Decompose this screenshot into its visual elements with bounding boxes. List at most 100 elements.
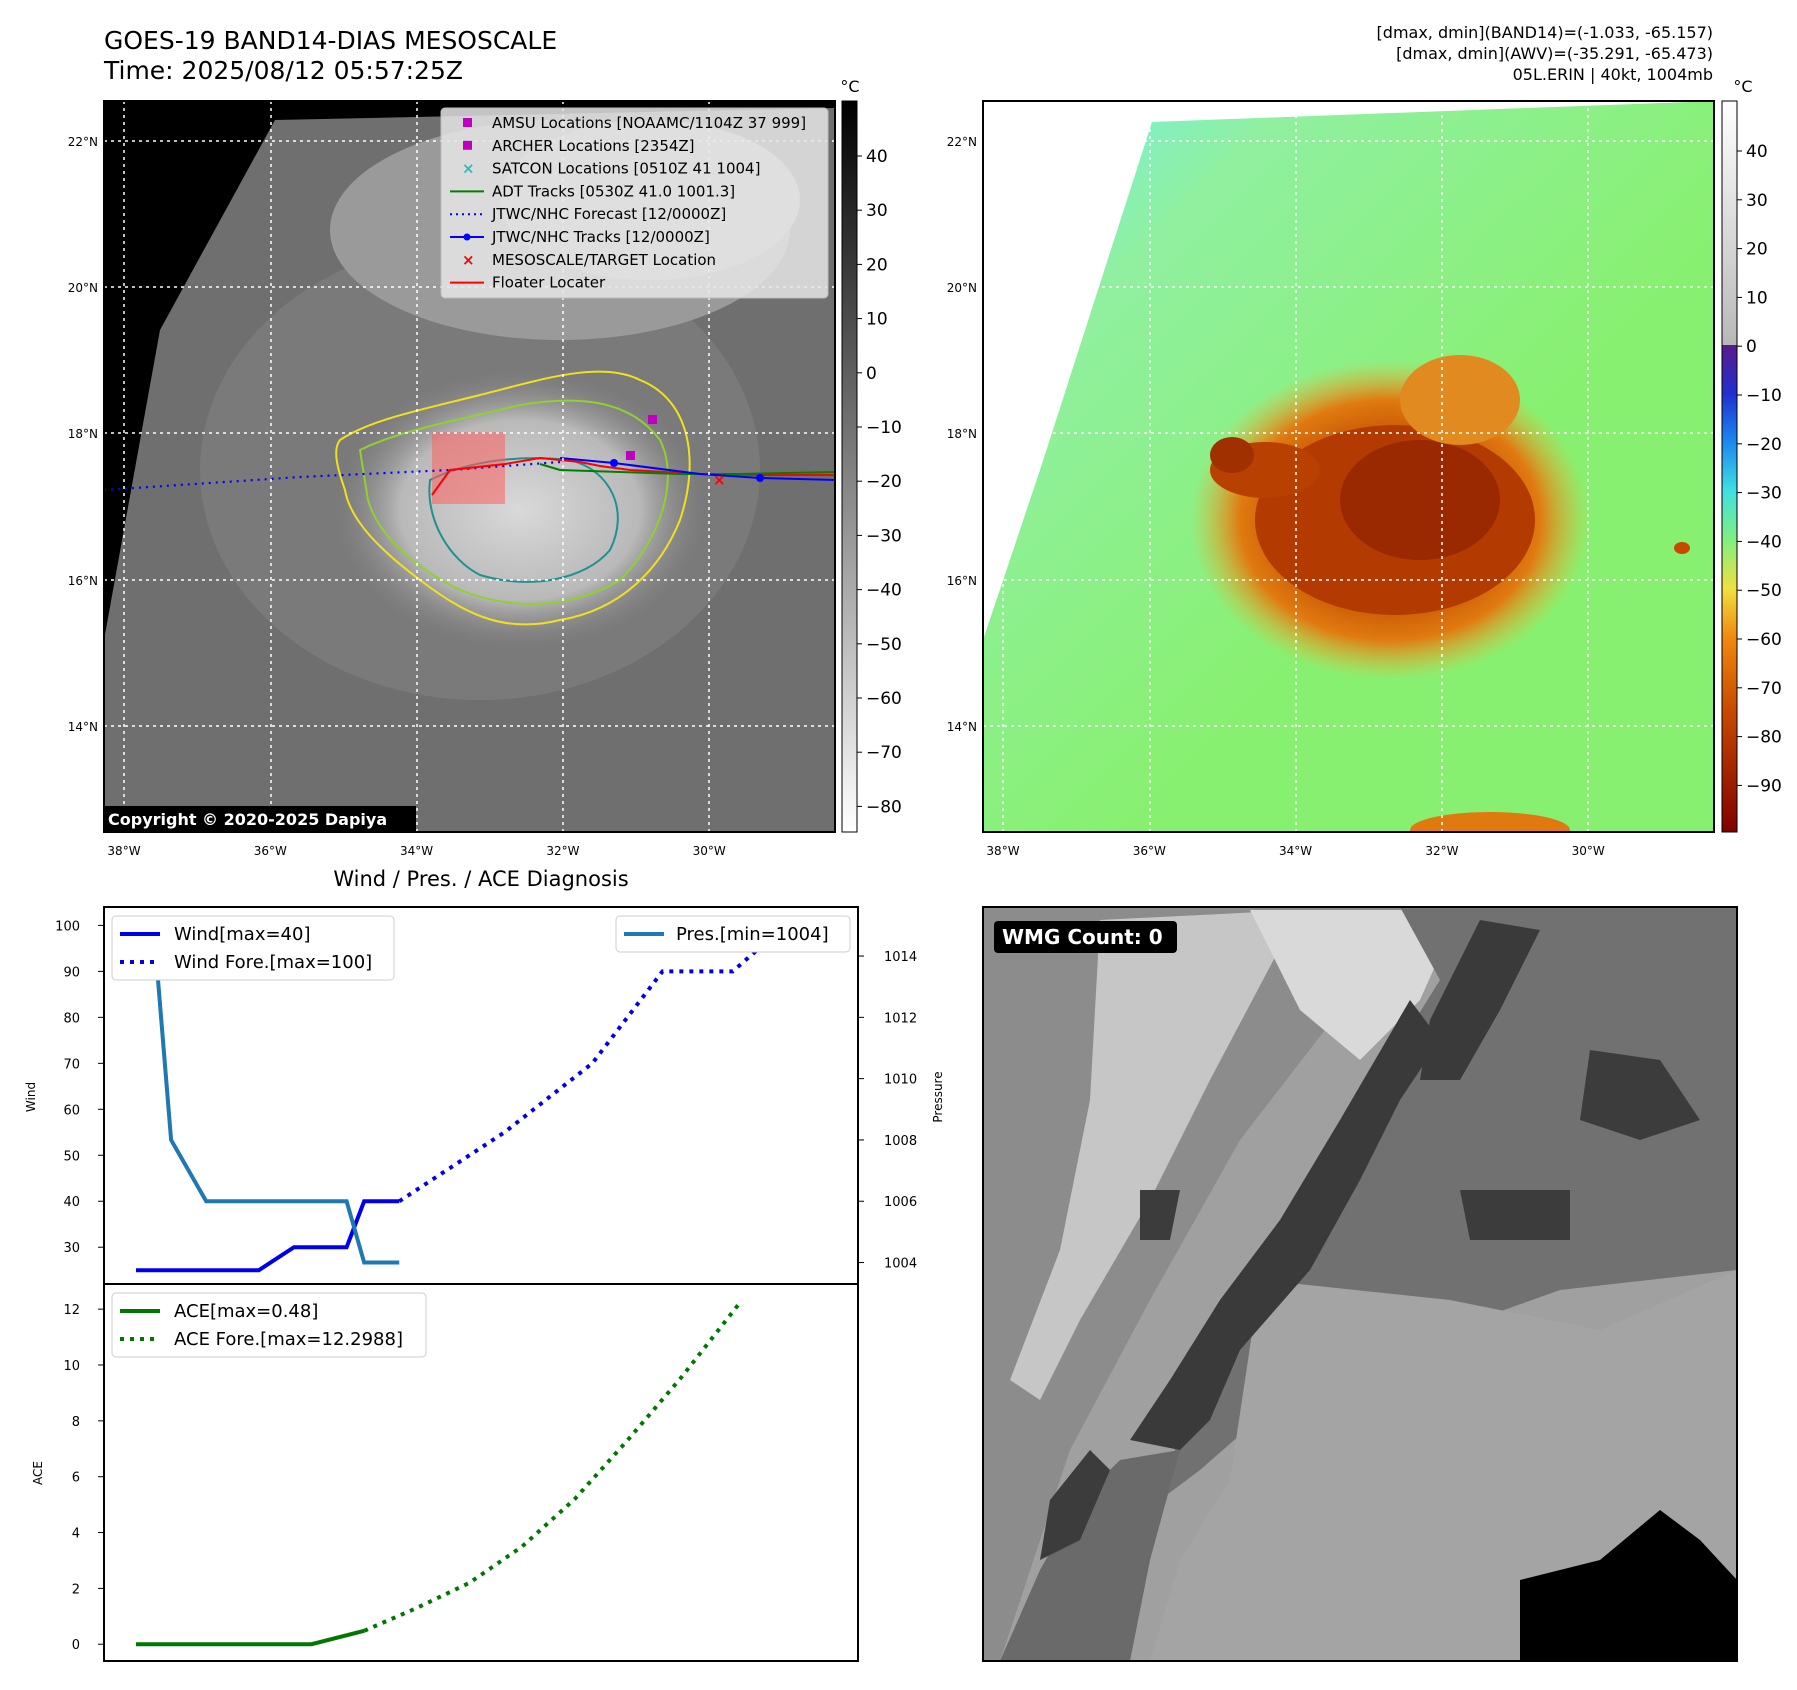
lon-tick-label: 32°W bbox=[546, 844, 579, 858]
colorbar-tick-label: 40 bbox=[1746, 142, 1768, 162]
series-line bbox=[136, 1199, 400, 1273]
colorbar-tick-label: −30 bbox=[866, 526, 902, 546]
colorbar-tick-label: −40 bbox=[866, 581, 902, 601]
pressure-ytick-label: 1006 bbox=[884, 1195, 917, 1210]
lat-tick-label: 14°N bbox=[68, 720, 98, 734]
ir-contour-yellow bbox=[335, 370, 691, 626]
series-line bbox=[136, 1628, 365, 1647]
legend-label: ACE[max=0.48] bbox=[174, 1301, 318, 1322]
title-product: GOES-19 BAND14-DIAS MESOSCALE bbox=[104, 26, 558, 55]
colorbar-tick-label: 20 bbox=[1746, 240, 1768, 260]
ace-ylabel: ACE bbox=[31, 1461, 45, 1485]
lat-tick-label: 16°N bbox=[68, 574, 98, 588]
legend-label: JTWC/NHC Forecast [12/0000Z] bbox=[491, 205, 726, 223]
colorbar-tick-label: −10 bbox=[1746, 386, 1782, 406]
legend-marker-x: × bbox=[462, 160, 475, 178]
jtwc-forecast-track bbox=[104, 460, 561, 492]
amsu-marker bbox=[648, 415, 657, 424]
colorbar-tick-label: 30 bbox=[866, 201, 888, 221]
pressure-ytick-label: 1014 bbox=[884, 950, 917, 965]
ace-ytick-label: 0 bbox=[72, 1638, 80, 1653]
adt-track bbox=[539, 463, 835, 475]
lat-tick-label: 20°N bbox=[947, 281, 977, 295]
wind-ytick-label: 60 bbox=[63, 1103, 80, 1118]
colorbar-tick-label: 0 bbox=[866, 364, 877, 384]
lon-tick-label: 38°W bbox=[986, 844, 1019, 858]
ace-ytick-label: 10 bbox=[63, 1359, 80, 1374]
wind-ytick-label: 50 bbox=[63, 1149, 80, 1164]
legend-marker-x: × bbox=[462, 251, 475, 269]
ace-ytick-label: 4 bbox=[72, 1527, 80, 1542]
wind-ytick-label: 90 bbox=[63, 965, 80, 980]
awv-panel: °C 403020100−10−20−30−40−50−60−70−80−90 … bbox=[947, 77, 1782, 858]
figure-meta: [dmax, dmin](BAND14)=(-1.033, -65.157) [… bbox=[1377, 22, 1713, 85]
awv-colorbar-unit: °C bbox=[1733, 77, 1752, 96]
colorbar-tick-label: −40 bbox=[1746, 532, 1782, 552]
colorbar-tick-label: 10 bbox=[1746, 288, 1768, 308]
legend-label: ADT Tracks [0530Z 41.0 1001.3] bbox=[492, 182, 735, 200]
legend-marker-square bbox=[463, 140, 472, 150]
figure-title: GOES-19 BAND14-DIAS MESOSCALE Time: 2025… bbox=[104, 26, 557, 86]
wind-ylabel: Wind bbox=[24, 1082, 38, 1112]
legend-label: Wind Fore.[max=100] bbox=[174, 952, 372, 973]
target-marker: × bbox=[713, 471, 726, 489]
legend-label: MESOSCALE/TARGET Location bbox=[492, 251, 716, 269]
lon-tick-label: 32°W bbox=[1425, 844, 1458, 858]
pressure-ytick-label: 1012 bbox=[884, 1011, 917, 1026]
colorbar-tick-label: 30 bbox=[1746, 191, 1768, 211]
pressure-ylabel: Pressure bbox=[931, 1071, 945, 1122]
colorbar-tick-label: −20 bbox=[866, 472, 902, 492]
colorbar-tick-label: −60 bbox=[1746, 630, 1782, 650]
colorbar-tick-label: −50 bbox=[866, 635, 902, 655]
lon-tick-label: 36°W bbox=[1133, 844, 1166, 858]
colorbar-tick-label: 0 bbox=[1746, 337, 1757, 357]
wmg-count-badge: WMG Count: 0 bbox=[1002, 925, 1163, 949]
ace-ytick-label: 12 bbox=[63, 1303, 80, 1318]
diagnosis-title: Wind / Pres. / ACE Diagnosis bbox=[333, 867, 628, 891]
legend-marker-square bbox=[463, 118, 472, 127]
copyright-text: Copyright © 2020-2025 Dapiya bbox=[108, 810, 387, 829]
colorbar-tick-label: −90 bbox=[1746, 776, 1782, 796]
pressure-ytick-label: 1010 bbox=[884, 1073, 917, 1088]
ace-ytick-label: 6 bbox=[72, 1471, 80, 1486]
lat-tick-label: 18°N bbox=[947, 427, 977, 441]
lat-tick-label: 16°N bbox=[947, 574, 977, 588]
ace-chart: ACE 0 2 4 6 8 10 12 ACE[max=0.48] ACE Fore.[max… bbox=[31, 1283, 859, 1662]
legend-label: Wind[max=40] bbox=[174, 924, 311, 945]
legend-marker-dot bbox=[463, 233, 471, 241]
title-time: Time: 2025/08/12 05:57:25Z bbox=[104, 56, 463, 85]
legend-label: SATCON Locations [0510Z 41 1004] bbox=[492, 160, 760, 178]
lat-tick-label: 18°N bbox=[68, 427, 98, 441]
meta-storm-info: 05L.ERIN | 40kt, 1004mb bbox=[1512, 65, 1713, 84]
colorbar-tick-label: −70 bbox=[1746, 679, 1782, 699]
legend-label: ARCHER Locations [2354Z] bbox=[492, 137, 695, 155]
wind-pressure-chart: Wind / Pres. / ACE Diagnosis Wind Pressu… bbox=[24, 867, 945, 1285]
legend-label: JTWC/NHC Tracks [12/0000Z] bbox=[491, 228, 710, 246]
colorbar-tick-label: −80 bbox=[866, 797, 902, 817]
colorbar-tick-label: −60 bbox=[866, 689, 902, 709]
wmg-panel: WMG Count: 0 bbox=[982, 906, 1738, 1662]
awv-colorbar-bottom bbox=[1722, 345, 1737, 832]
jtwc-track bbox=[559, 457, 835, 481]
ace-ytick-label: 2 bbox=[72, 1582, 80, 1597]
meta-band14-range: [dmax, dmin](BAND14)=(-1.033, -65.157) bbox=[1376, 23, 1713, 42]
legend-label: ACE Fore.[max=12.2988] bbox=[174, 1329, 403, 1350]
wind-ytick-label: 40 bbox=[63, 1195, 80, 1210]
lon-tick-label: 30°W bbox=[1572, 844, 1605, 858]
lat-tick-label: 22°N bbox=[947, 135, 977, 149]
wind-legend-box bbox=[111, 915, 395, 981]
colorbar-tick-label: 20 bbox=[866, 255, 888, 275]
ir-colorbar-unit: °C bbox=[840, 77, 859, 96]
lon-tick-label: 34°W bbox=[1279, 844, 1312, 858]
colorbar-tick-label: 40 bbox=[866, 147, 888, 167]
jtwc-track-point bbox=[610, 459, 618, 467]
ir-colorbar bbox=[841, 100, 858, 833]
jtwc-track-point bbox=[756, 474, 764, 482]
pressure-ytick-label: 1004 bbox=[884, 1257, 917, 1272]
colorbar-tick-label: −50 bbox=[1746, 581, 1782, 601]
colorbar-tick-label: −80 bbox=[1746, 728, 1782, 748]
wind-ytick-label: 80 bbox=[63, 1011, 80, 1026]
awv-colorbar-top bbox=[1722, 101, 1737, 345]
ace-ytick-label: 8 bbox=[72, 1415, 80, 1430]
